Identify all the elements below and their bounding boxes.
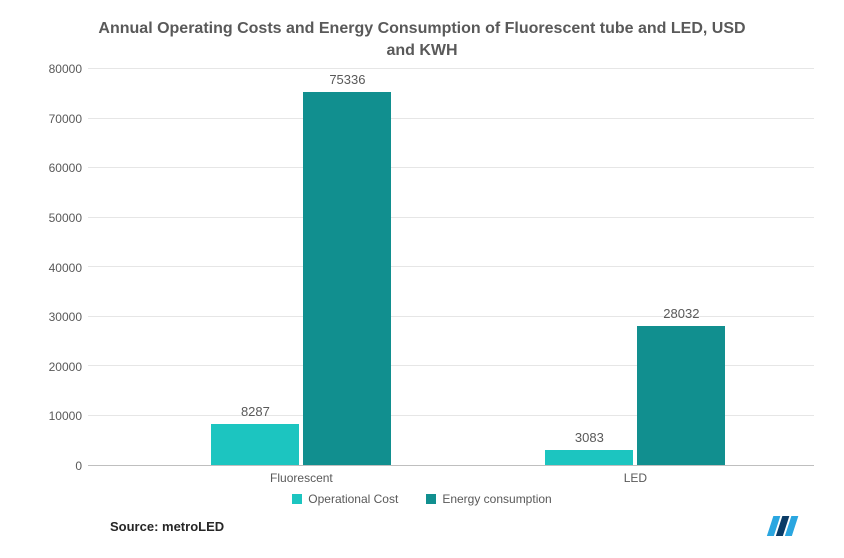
legend-label: Energy consumption (442, 492, 551, 506)
bar: 3083 (545, 450, 633, 465)
y-tick-label: 50000 (49, 211, 82, 225)
data-label: 28032 (637, 306, 725, 321)
bar-group: 828775336Fluorescent (211, 69, 391, 465)
y-tick-label: 30000 (49, 310, 82, 324)
x-tick-label: Fluorescent (270, 471, 333, 485)
plot-row: 0100002000030000400005000060000700008000… (30, 69, 814, 466)
y-tick-label: 60000 (49, 161, 82, 175)
footer-row: Source: metroLED (30, 506, 814, 538)
y-axis: 0100002000030000400005000060000700008000… (30, 69, 88, 466)
bar: 75336 (303, 92, 391, 465)
chart-title: Annual Operating Costs and Energy Consum… (30, 18, 814, 69)
y-tick-label: 0 (75, 459, 82, 473)
legend-label: Operational Cost (308, 492, 398, 506)
plot-area: 828775336Fluorescent308328032LED (88, 69, 814, 466)
data-label: 8287 (211, 404, 299, 419)
brand-logo-icon (762, 514, 804, 538)
legend-item: Energy consumption (426, 492, 551, 506)
y-tick-label: 70000 (49, 112, 82, 126)
source-prefix: Source: (110, 519, 162, 534)
bar-group: 308328032LED (545, 69, 725, 465)
legend: Operational Cost Energy consumption (30, 466, 814, 506)
y-tick-label: 10000 (49, 409, 82, 423)
y-tick-label: 40000 (49, 261, 82, 275)
x-tick-label: LED (624, 471, 647, 485)
y-tick-label: 80000 (49, 62, 82, 76)
legend-swatch (426, 494, 436, 504)
bar: 28032 (637, 326, 725, 465)
source-line: Source: metroLED (110, 519, 224, 534)
data-label: 3083 (545, 430, 633, 445)
data-label: 75336 (303, 72, 391, 87)
bar: 8287 (211, 424, 299, 465)
y-tick-label: 20000 (49, 360, 82, 374)
chart-container: Annual Operating Costs and Energy Consum… (0, 0, 844, 558)
source-name: metroLED (162, 519, 224, 534)
legend-swatch (292, 494, 302, 504)
legend-item: Operational Cost (292, 492, 398, 506)
